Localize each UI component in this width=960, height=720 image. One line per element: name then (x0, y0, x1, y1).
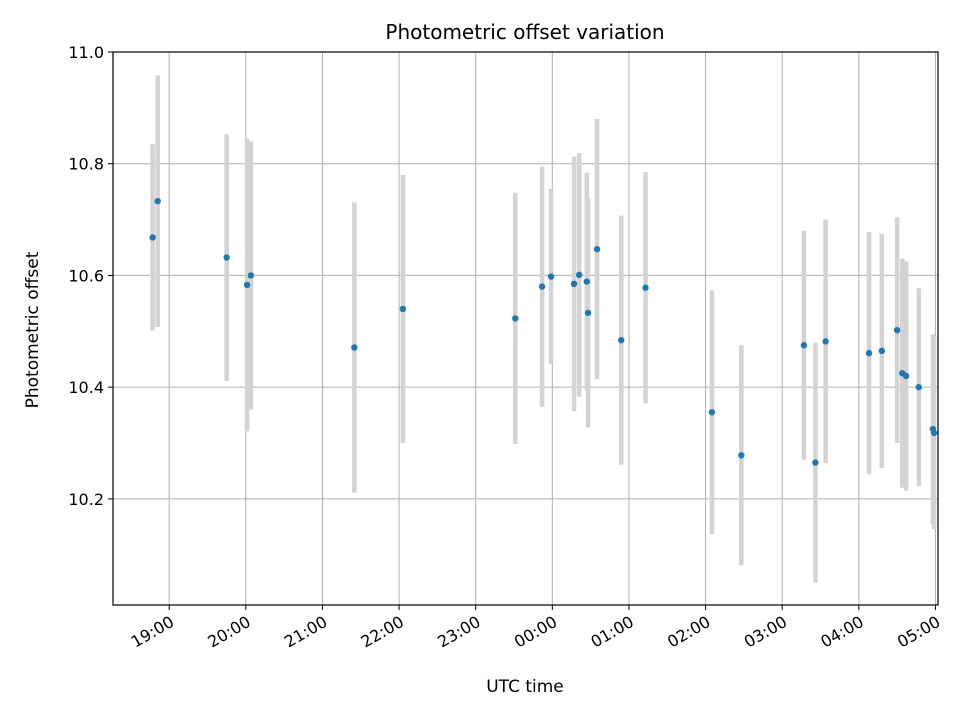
data-point (738, 452, 745, 459)
data-point (547, 273, 555, 280)
x-axis-title: UTC time (486, 677, 564, 697)
x-tick-label: 21:00 (281, 612, 330, 652)
data-point (538, 283, 546, 290)
data-point (512, 315, 519, 322)
x-tick-label: 22:00 (358, 612, 407, 652)
y-tick-label: 10.6 (68, 266, 104, 285)
data-point (351, 344, 358, 351)
x-tick-label: 20:00 (204, 612, 253, 652)
data-point (893, 326, 901, 334)
data-point (223, 254, 230, 261)
data-point (593, 245, 601, 253)
data-point (243, 281, 251, 289)
x-tick-label: 02:00 (664, 612, 713, 652)
data-point (154, 197, 161, 205)
data-point (915, 383, 923, 391)
data-point (865, 349, 873, 357)
x-axis-ticks: 19:00 20:00 21:00 22:00 23:00 00:00 01:00 02:00… (128, 605, 943, 652)
data-point (642, 284, 649, 291)
x-tick-label: 01:00 (588, 612, 637, 652)
data-points (149, 197, 938, 466)
data-point (584, 309, 592, 317)
data-point (570, 280, 578, 288)
x-tick-label: 00:00 (511, 612, 560, 652)
data-point (812, 459, 819, 466)
y-tick-label: 10.8 (68, 155, 104, 174)
data-point (822, 338, 829, 345)
x-tick-label: 05:00 (894, 612, 943, 652)
x-tick-label: 23:00 (434, 612, 483, 652)
data-point (618, 337, 625, 344)
data-point (149, 234, 156, 241)
data-point (930, 429, 938, 437)
error-bars (150, 75, 937, 583)
x-tick-label: 03:00 (741, 612, 790, 652)
y-tick-label: 10.2 (68, 490, 104, 509)
x-tick-label: 04:00 (817, 612, 866, 652)
y-tick-label: 10.4 (68, 378, 104, 397)
data-point (399, 305, 407, 313)
y-tick-label: 11.0 (68, 43, 104, 62)
plot-frame (112, 51, 939, 606)
y-axis-title: Photometric offset (23, 251, 43, 408)
y-axis-ticks: 10.2 10.4 10.6 10.8 11.0 (68, 43, 113, 509)
data-point (878, 347, 886, 355)
data-point (902, 372, 910, 380)
data-point (800, 342, 808, 349)
chart-title: Photometric offset variation (385, 20, 664, 44)
data-point (708, 409, 716, 416)
data-point (583, 278, 591, 285)
data-point (247, 272, 255, 279)
data-point (575, 271, 583, 279)
x-tick-label: 19:00 (128, 612, 177, 652)
